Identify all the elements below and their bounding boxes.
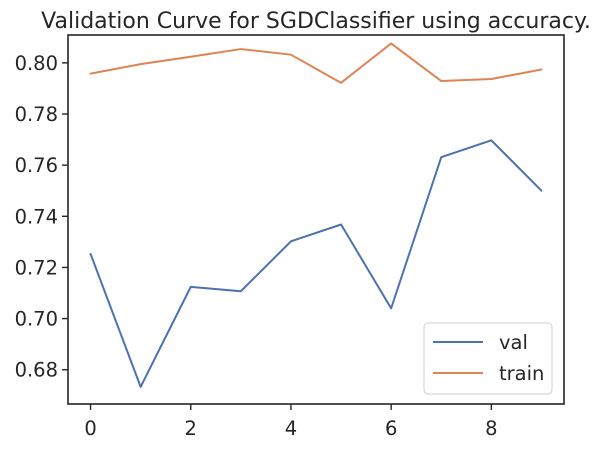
plot-series — [89, 42, 543, 388]
series-line-train — [89, 42, 543, 84]
y-tick-label: 0.72 — [15, 256, 58, 279]
y-tick-label: 0.68 — [15, 359, 58, 382]
y-tick-label: 0.78 — [15, 103, 58, 126]
y-axis: 0.68 0.70 0.72 0.74 0.76 0.78 0.80 — [15, 52, 68, 382]
x-tick-label: 8 — [485, 417, 497, 440]
y-tick-label: 0.76 — [15, 154, 58, 177]
x-tick-label: 6 — [385, 417, 397, 440]
legend-label-train: train — [499, 362, 544, 385]
chart-title: Validation Curve for SGDClassifier using… — [41, 9, 591, 34]
x-tick-label: 2 — [185, 417, 197, 440]
y-tick-label: 0.80 — [15, 52, 58, 75]
x-tick-label: 4 — [285, 417, 297, 440]
x-tick-label: 0 — [84, 417, 96, 440]
plot-area-frame — [67, 34, 565, 405]
legend-label-val: val — [499, 331, 528, 354]
legend-box — [423, 322, 553, 395]
y-tick-label: 0.70 — [15, 308, 58, 331]
x-axis: 0 2 4 6 8 — [84, 404, 498, 440]
series-line-val — [89, 139, 543, 388]
legend: val train — [423, 322, 553, 395]
y-tick-label: 0.74 — [15, 205, 58, 228]
